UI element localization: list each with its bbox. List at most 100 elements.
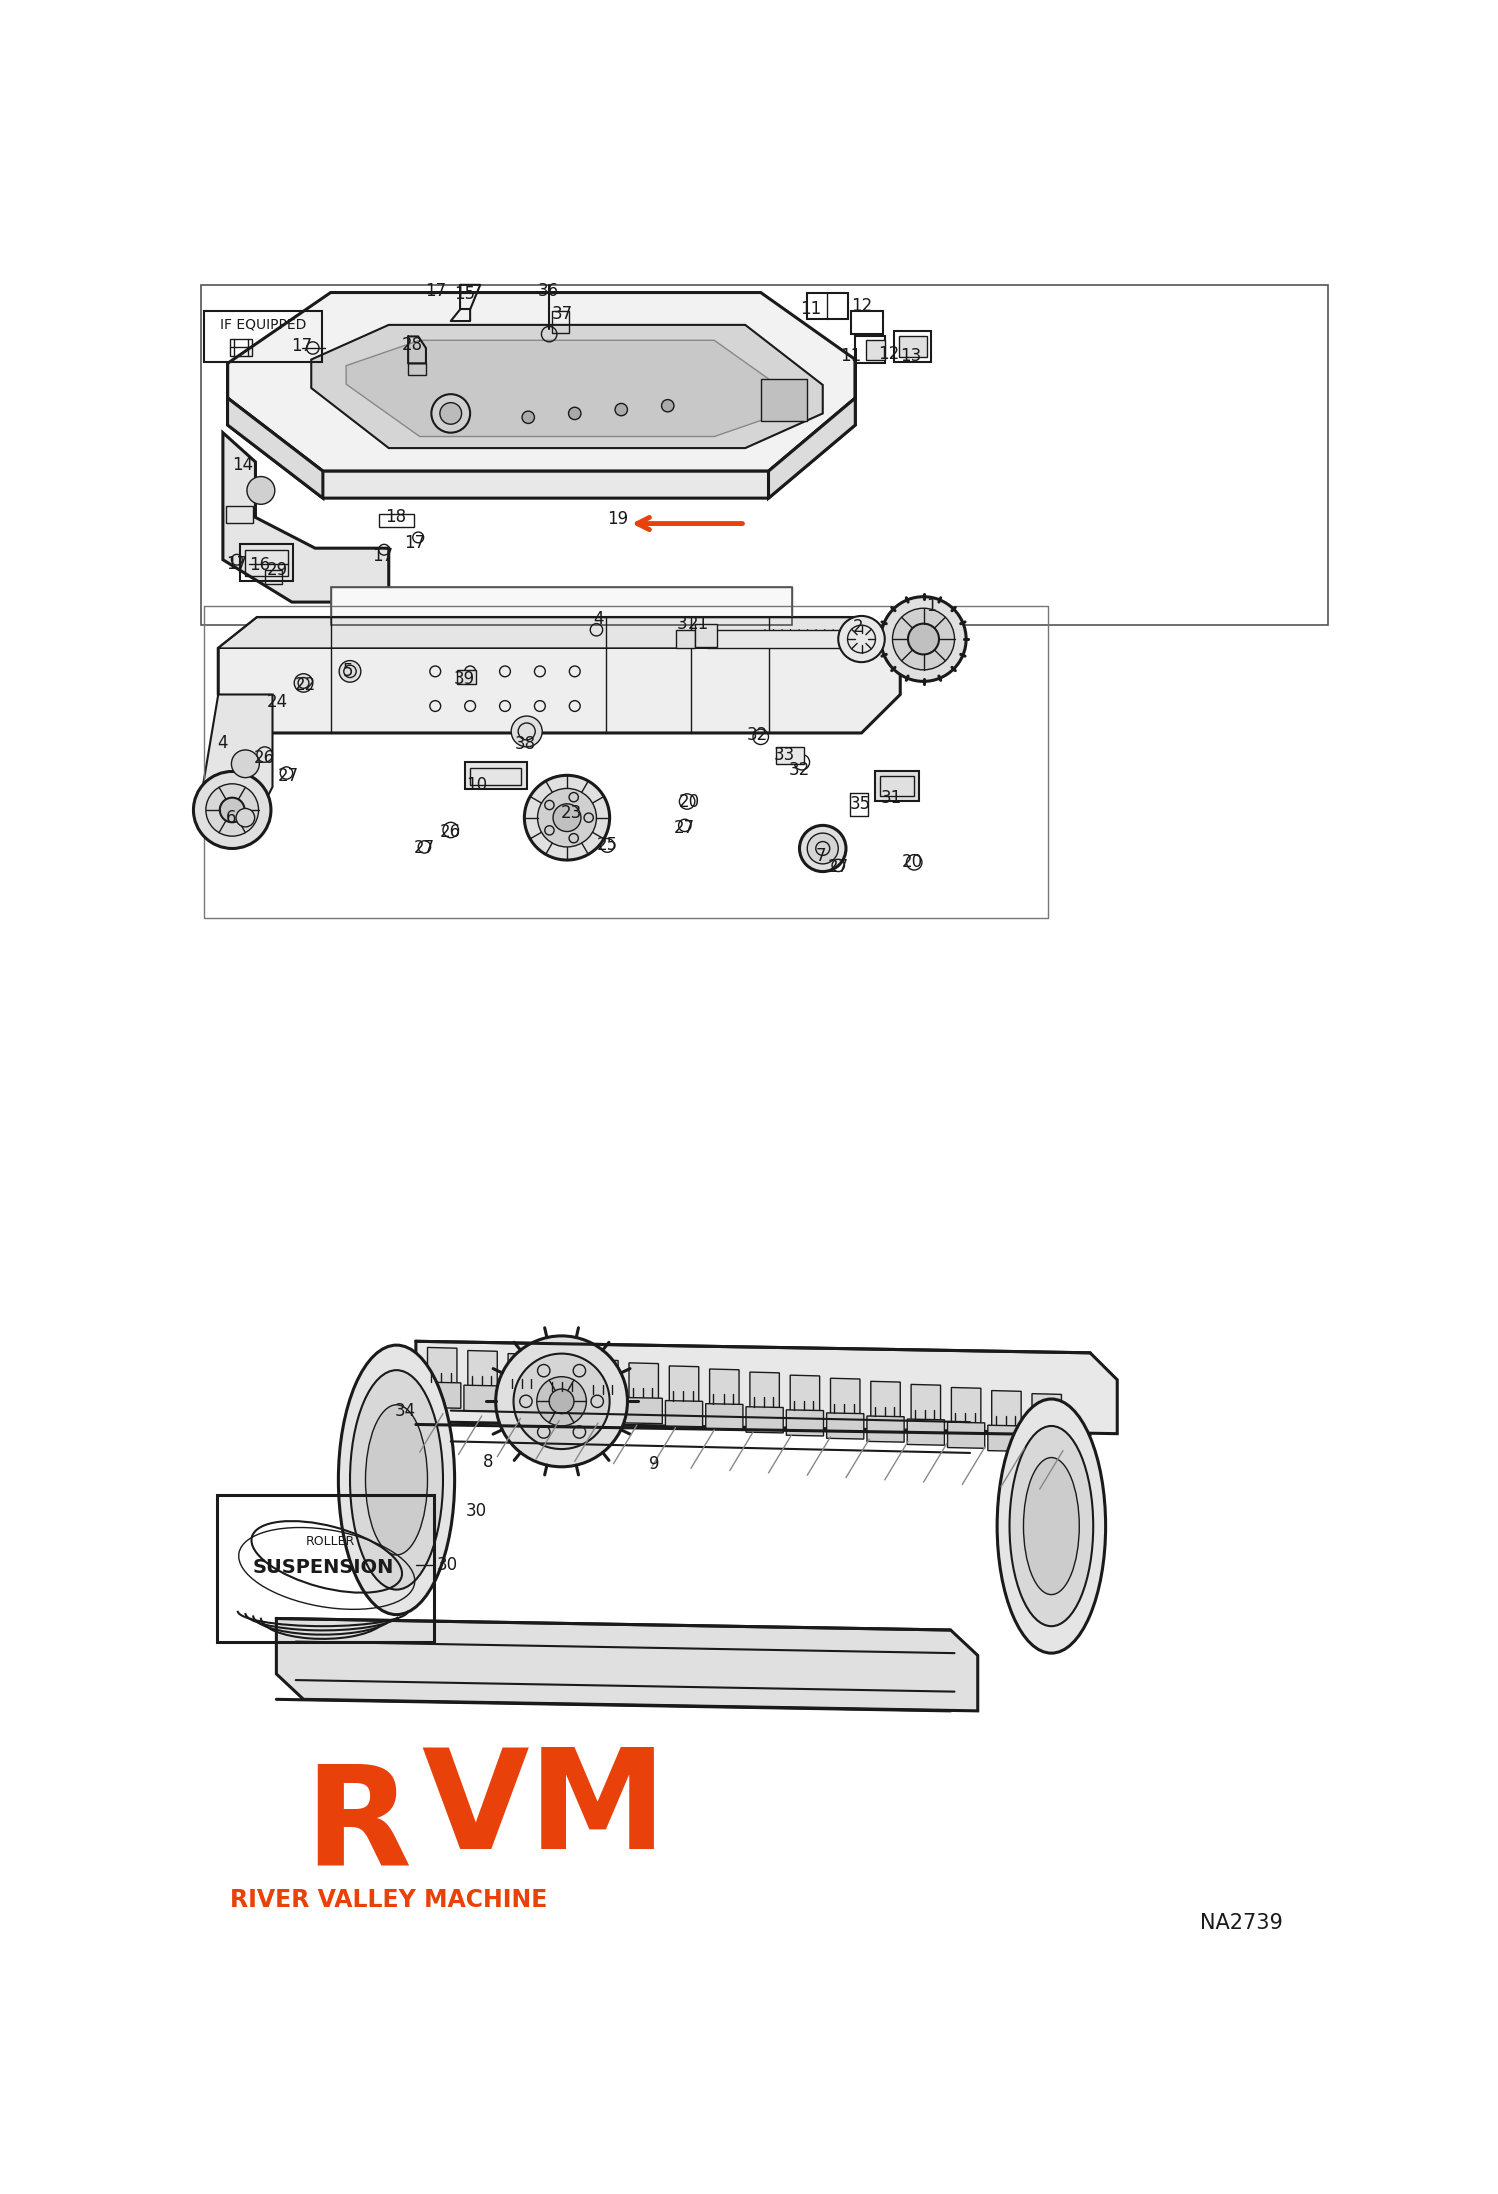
Text: 26: 26 xyxy=(440,823,461,840)
Polygon shape xyxy=(786,1411,824,1437)
Ellipse shape xyxy=(1010,1426,1094,1626)
Text: 21: 21 xyxy=(688,614,710,632)
Circle shape xyxy=(514,1354,610,1448)
Bar xyxy=(204,312,322,362)
Text: 29: 29 xyxy=(267,562,288,579)
Text: 15: 15 xyxy=(454,285,475,303)
Bar xyxy=(464,761,527,790)
Polygon shape xyxy=(223,432,389,601)
Polygon shape xyxy=(665,1400,703,1426)
Text: 17: 17 xyxy=(425,283,446,301)
Circle shape xyxy=(839,617,885,663)
Polygon shape xyxy=(346,340,788,437)
Bar xyxy=(776,746,804,764)
Text: 31: 31 xyxy=(881,788,902,807)
Text: 35: 35 xyxy=(849,794,870,812)
Bar xyxy=(851,312,884,333)
Polygon shape xyxy=(750,1371,779,1413)
Text: 11: 11 xyxy=(800,301,821,318)
Polygon shape xyxy=(416,1341,1118,1433)
Text: 25: 25 xyxy=(596,836,617,853)
Polygon shape xyxy=(867,1415,905,1441)
Polygon shape xyxy=(228,364,324,498)
Ellipse shape xyxy=(366,1404,427,1556)
Circle shape xyxy=(205,783,259,836)
Circle shape xyxy=(339,660,361,682)
Circle shape xyxy=(231,750,259,777)
Circle shape xyxy=(237,807,255,827)
Text: 38: 38 xyxy=(515,735,536,753)
Text: 27: 27 xyxy=(277,768,298,785)
Polygon shape xyxy=(219,617,900,733)
Bar xyxy=(470,768,520,785)
Bar xyxy=(866,340,885,360)
Bar xyxy=(881,777,914,796)
Text: RIVER VALLEY MACHINE: RIVER VALLEY MACHINE xyxy=(231,1887,547,1911)
Polygon shape xyxy=(625,1398,662,1424)
Ellipse shape xyxy=(1023,1457,1079,1595)
Text: 11: 11 xyxy=(840,347,861,364)
Circle shape xyxy=(193,772,271,849)
Polygon shape xyxy=(312,325,822,448)
Circle shape xyxy=(294,674,313,691)
Text: 16: 16 xyxy=(250,555,271,575)
Text: 36: 36 xyxy=(538,283,559,301)
Ellipse shape xyxy=(998,1400,1106,1652)
Bar xyxy=(894,331,932,362)
Text: 30: 30 xyxy=(466,1501,487,1520)
Polygon shape xyxy=(951,1387,981,1428)
Text: 23: 23 xyxy=(560,803,581,823)
Circle shape xyxy=(524,774,610,860)
Bar xyxy=(807,292,848,320)
Circle shape xyxy=(807,834,839,864)
Text: 4: 4 xyxy=(217,735,228,753)
Bar xyxy=(457,669,475,685)
Polygon shape xyxy=(505,1389,541,1415)
Text: 37: 37 xyxy=(551,305,572,323)
Polygon shape xyxy=(228,397,855,498)
Polygon shape xyxy=(987,1426,1025,1452)
Circle shape xyxy=(881,597,966,682)
Polygon shape xyxy=(219,617,900,647)
Text: 34: 34 xyxy=(394,1402,415,1420)
Text: 32: 32 xyxy=(748,726,768,744)
Polygon shape xyxy=(589,1360,619,1400)
Text: 3: 3 xyxy=(677,614,688,632)
Bar xyxy=(226,507,253,522)
Bar xyxy=(217,1496,434,1641)
Text: 19: 19 xyxy=(608,509,629,529)
Polygon shape xyxy=(992,1391,1022,1430)
Text: 30: 30 xyxy=(436,1556,457,1573)
Text: 18: 18 xyxy=(385,509,406,527)
Bar xyxy=(265,570,282,584)
Polygon shape xyxy=(768,360,855,498)
Bar xyxy=(379,513,415,527)
Circle shape xyxy=(616,404,628,415)
Polygon shape xyxy=(427,1347,457,1387)
Text: 17: 17 xyxy=(372,546,392,564)
Text: 26: 26 xyxy=(255,748,276,766)
Bar xyxy=(761,380,807,421)
Circle shape xyxy=(440,404,461,423)
Text: 7: 7 xyxy=(816,847,827,864)
Circle shape xyxy=(893,608,954,669)
Text: 22: 22 xyxy=(295,676,316,693)
Ellipse shape xyxy=(339,1345,454,1615)
Text: 20: 20 xyxy=(902,853,923,871)
Bar xyxy=(246,551,288,575)
Text: 17: 17 xyxy=(404,533,425,551)
Polygon shape xyxy=(827,1413,864,1439)
Polygon shape xyxy=(464,1384,502,1411)
Text: 4: 4 xyxy=(593,610,604,627)
Circle shape xyxy=(220,799,244,823)
Text: R: R xyxy=(304,1760,410,1893)
Text: 39: 39 xyxy=(454,669,475,689)
Text: 33: 33 xyxy=(773,746,794,764)
Polygon shape xyxy=(424,1382,461,1409)
Text: 17: 17 xyxy=(292,338,313,355)
Text: 1: 1 xyxy=(926,597,936,614)
Text: 27: 27 xyxy=(828,858,849,875)
Polygon shape xyxy=(670,1367,698,1406)
Circle shape xyxy=(553,803,581,832)
Bar xyxy=(240,544,292,581)
